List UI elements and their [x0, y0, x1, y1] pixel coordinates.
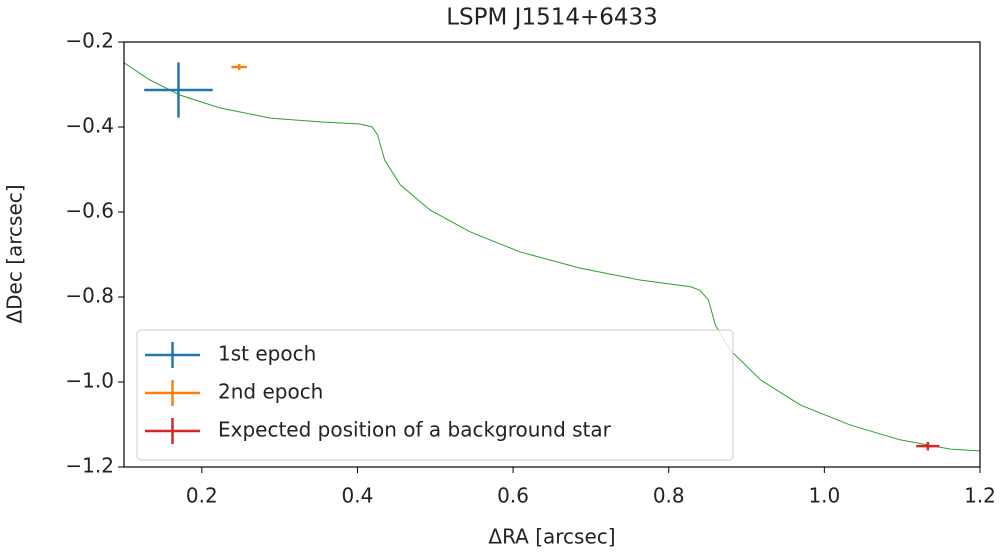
y-tick-label: −0.8: [65, 284, 114, 308]
x-tick-label: 0.6: [497, 484, 529, 508]
x-tick-label: 1.2: [964, 484, 996, 508]
legend-label: Expected position of a background star: [218, 418, 612, 442]
x-tick-label: 0.2: [186, 484, 218, 508]
x-tick-label: 0.8: [653, 484, 685, 508]
x-tick-label: 0.4: [342, 484, 374, 508]
y-tick-label: −0.4: [65, 114, 114, 138]
y-axis-label: ΔDec [arcsec]: [3, 184, 27, 323]
x-tick-label: 1.0: [808, 484, 840, 508]
plot-frame: [123, 41, 981, 468]
chart-title: LSPM J1514+6433: [446, 5, 658, 31]
x-axis-label: ΔRA [arcsec]: [488, 525, 615, 549]
y-tick-label: −1.2: [65, 454, 114, 478]
background-track: [124, 62, 980, 452]
legend-box: [136, 329, 734, 461]
y-tick-label: −0.6: [65, 199, 114, 223]
legend-label: 1st epoch: [218, 342, 316, 366]
y-tick-label: −1.0: [65, 369, 114, 393]
y-tick-label: −0.2: [65, 29, 114, 53]
legend-label: 2nd epoch: [218, 380, 323, 404]
